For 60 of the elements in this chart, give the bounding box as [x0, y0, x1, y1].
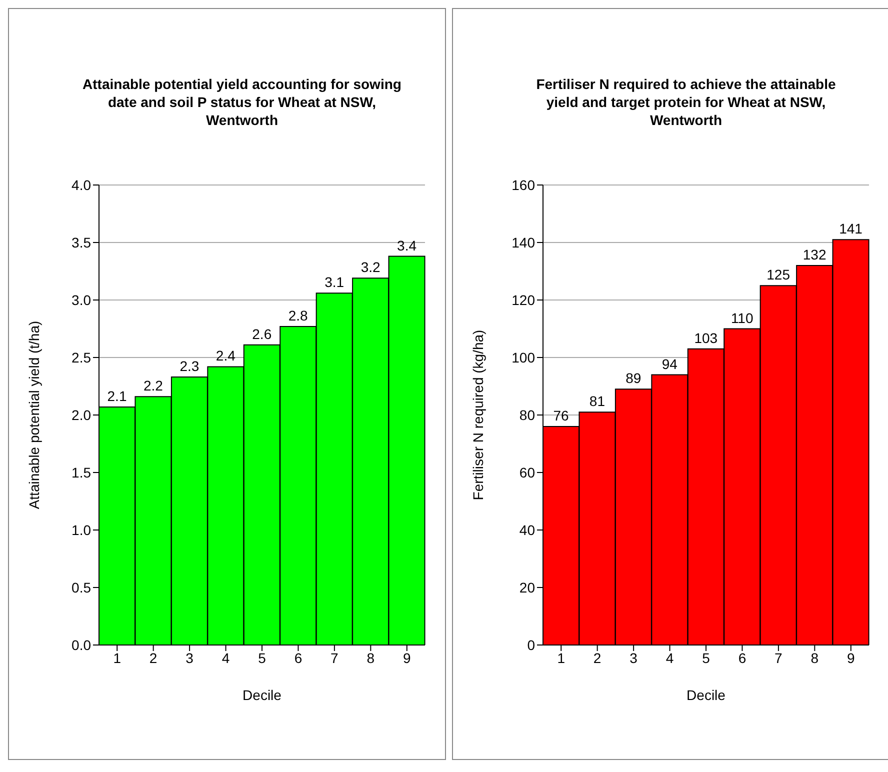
- y-tick-label: 2.0: [72, 406, 92, 423]
- y-tick-label: 1.0: [72, 522, 92, 538]
- y-tick-label: 1.5: [72, 464, 92, 480]
- y-tick-label: 3.5: [72, 234, 92, 250]
- chart-title: Fertiliser N required to achieve the attainable yield and target protein for Wheat at NSW, Wentworth: [535, 75, 837, 130]
- data-label: 141: [839, 220, 863, 237]
- data-label: 103: [694, 330, 718, 346]
- x-tick-label: 3: [630, 650, 638, 666]
- x-tick-label: 9: [846, 650, 855, 666]
- x-tick-label: 4: [666, 650, 674, 666]
- data-label: 76: [553, 408, 569, 424]
- y-tick-label: 100: [512, 349, 536, 366]
- x-tick-label: 7: [330, 650, 339, 666]
- data-label: 2.2: [143, 378, 164, 394]
- y-tick-label: 0.5: [72, 579, 92, 596]
- data-label: 81: [589, 393, 606, 410]
- y-tick-label: 160: [512, 176, 536, 193]
- y-tick-label: 60: [519, 464, 536, 480]
- x-tick-label: 5: [258, 650, 266, 666]
- data-label: 89: [626, 370, 642, 386]
- y-tick-label: 120: [512, 292, 536, 308]
- data-label: 110: [730, 310, 754, 326]
- x-tick-label: 6: [294, 650, 302, 666]
- data-label: 94: [662, 356, 678, 372]
- y-tick-label: 40: [519, 522, 536, 538]
- x-tick-label: 1: [557, 650, 566, 666]
- x-axis-title: Decile: [242, 687, 282, 703]
- data-label: 3.2: [360, 259, 380, 276]
- x-axis-title: Decile: [686, 687, 726, 703]
- data-label: 2.3: [180, 358, 200, 374]
- y-tick-label: 4.0: [72, 176, 92, 193]
- y-tick-label: 2.5: [72, 349, 92, 366]
- x-tick-label: 8: [810, 650, 819, 666]
- x-tick-label: 7: [774, 650, 783, 666]
- y-tick-label: 3.0: [72, 292, 92, 308]
- data-label: 2.8: [288, 307, 308, 324]
- x-tick-label: 9: [402, 650, 411, 666]
- data-label: 2.4: [216, 348, 236, 364]
- x-tick-label: 1: [113, 650, 122, 666]
- x-tick-label: 3: [186, 650, 194, 666]
- x-tick-label: 8: [366, 650, 375, 666]
- x-tick-label: 2: [593, 650, 602, 666]
- data-label: 2.6: [252, 326, 272, 342]
- y-tick-label: 20: [519, 579, 536, 596]
- y-axis-title: Attainable potential yield (t/ha): [26, 320, 42, 510]
- x-tick-label: 2: [149, 650, 158, 666]
- y-tick-label: 80: [519, 406, 536, 423]
- y-tick-label: 140: [512, 234, 536, 250]
- data-label: 132: [802, 246, 826, 262]
- x-tick-label: 4: [222, 650, 230, 666]
- data-label: 3.1: [324, 274, 344, 290]
- y-tick-label: 0: [527, 636, 536, 653]
- x-tick-label: 6: [738, 650, 746, 666]
- y-axis-title: Fertiliser N required (kg/ha): [470, 330, 486, 500]
- y-tick-label: 0.0: [72, 636, 92, 653]
- data-label: 125: [766, 266, 790, 283]
- x-tick-label: 5: [702, 650, 710, 666]
- data-label: 2.1: [107, 388, 127, 404]
- data-label: 3.4: [397, 237, 417, 254]
- chart-title: Attainable potential yield accounting for sowing date and soil P status for Wheat at NSW, Wentworth: [82, 75, 402, 130]
